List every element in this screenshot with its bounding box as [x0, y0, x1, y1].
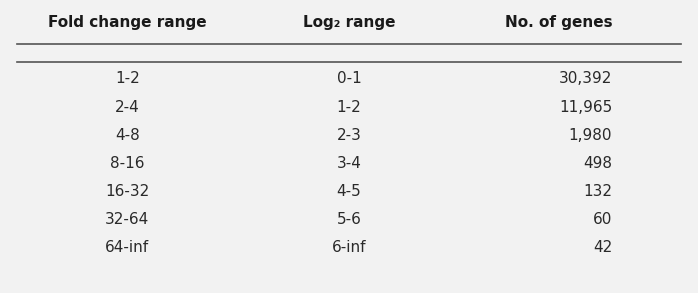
Text: No. of genes: No. of genes	[505, 16, 612, 30]
Text: 132: 132	[583, 184, 612, 199]
Text: 1-2: 1-2	[115, 71, 140, 86]
Text: 11,965: 11,965	[559, 100, 612, 115]
Text: 16-32: 16-32	[105, 184, 149, 199]
Text: 3-4: 3-4	[336, 156, 362, 171]
Text: 42: 42	[593, 241, 612, 255]
Text: 1,980: 1,980	[569, 128, 612, 143]
Text: 4-5: 4-5	[336, 184, 362, 199]
Text: 64-inf: 64-inf	[105, 241, 149, 255]
Text: 8-16: 8-16	[110, 156, 144, 171]
Text: 60: 60	[593, 212, 612, 227]
Text: 2-4: 2-4	[115, 100, 140, 115]
Text: 0-1: 0-1	[336, 71, 362, 86]
Text: 2-3: 2-3	[336, 128, 362, 143]
Text: 4-8: 4-8	[115, 128, 140, 143]
Text: Fold change range: Fold change range	[48, 16, 207, 30]
Text: 5-6: 5-6	[336, 212, 362, 227]
Text: 1-2: 1-2	[336, 100, 362, 115]
Text: Log₂ range: Log₂ range	[303, 16, 395, 30]
Text: 6-inf: 6-inf	[332, 241, 366, 255]
Text: 498: 498	[583, 156, 612, 171]
Text: 32-64: 32-64	[105, 212, 149, 227]
Text: 30,392: 30,392	[559, 71, 612, 86]
